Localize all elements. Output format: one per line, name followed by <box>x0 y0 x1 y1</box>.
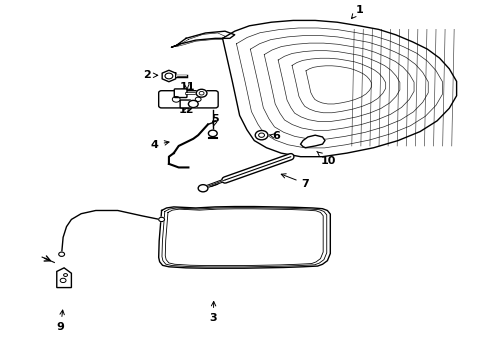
Text: 9: 9 <box>57 310 64 332</box>
Circle shape <box>158 217 164 222</box>
Polygon shape <box>57 268 71 288</box>
Text: 5: 5 <box>211 114 219 127</box>
Circle shape <box>63 274 67 276</box>
Circle shape <box>196 89 206 97</box>
Circle shape <box>59 252 64 256</box>
Circle shape <box>172 96 180 102</box>
Circle shape <box>255 131 267 140</box>
Circle shape <box>188 100 198 108</box>
Text: 8: 8 <box>170 96 178 106</box>
Circle shape <box>195 97 201 102</box>
Text: 12: 12 <box>178 105 194 116</box>
Text: 6: 6 <box>268 131 279 141</box>
Circle shape <box>60 278 66 283</box>
Text: 10: 10 <box>316 152 335 166</box>
FancyBboxPatch shape <box>174 89 186 98</box>
Text: 2: 2 <box>143 70 158 80</box>
FancyBboxPatch shape <box>158 91 218 108</box>
Circle shape <box>198 185 207 192</box>
Text: 1: 1 <box>351 5 362 18</box>
FancyBboxPatch shape <box>180 100 190 108</box>
Circle shape <box>208 130 217 136</box>
Polygon shape <box>300 135 325 148</box>
Text: 4: 4 <box>150 140 169 150</box>
Text: 7: 7 <box>281 174 309 189</box>
Polygon shape <box>162 70 175 82</box>
Text: 11: 11 <box>179 82 194 92</box>
Text: 3: 3 <box>209 301 217 323</box>
